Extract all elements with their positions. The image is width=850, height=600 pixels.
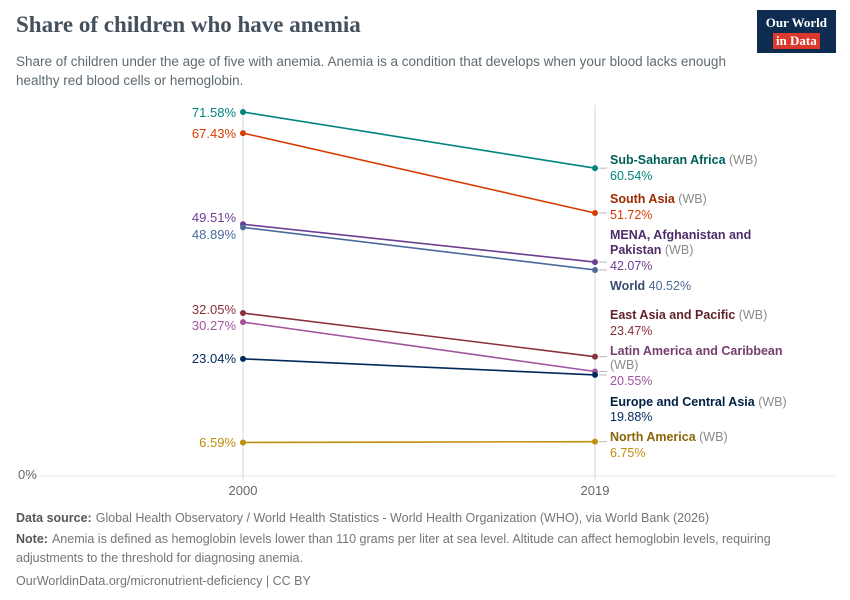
- x-axis-tick-label: 2019: [580, 483, 610, 498]
- series-start-dot[interactable]: [240, 439, 246, 446]
- series-start-value-label: 71.58%: [191, 104, 236, 120]
- y-axis-zero-label: 0%: [18, 467, 37, 482]
- series-name-suffix: (WB): [610, 358, 639, 373]
- series-name: Sub-Saharan Africa: [610, 153, 726, 168]
- series-start-value-label: 67.43%: [191, 125, 236, 141]
- series-end-value-label: 20.55%: [610, 374, 653, 389]
- series-line[interactable]: [242, 358, 596, 376]
- series-start-value-label: 6.59%: [199, 434, 236, 450]
- series-name: East Asia and Pacific: [610, 308, 736, 323]
- note-label: Note:: [16, 531, 48, 546]
- series-end-dot[interactable]: [592, 165, 598, 172]
- series-end-value-label: 6.75%: [610, 446, 646, 461]
- series-end-value-label: 40.52%: [645, 279, 692, 294]
- slope-chart: [35, 105, 835, 479]
- data-source-line: Data source: Global Health Observatory / …: [16, 509, 834, 528]
- series-legend-label[interactable]: East Asia and Pacific (WB) 23.47%: [610, 308, 806, 338]
- chart-subtitle: Share of children under the age of five …: [16, 54, 726, 88]
- owid-logo-line2: in Data: [772, 32, 820, 50]
- series-start-value-label: 23.04%: [191, 351, 236, 367]
- series-legend-label[interactable]: Sub-Saharan Africa (WB) 60.54%: [610, 153, 806, 183]
- series-end-value-label: 42.07%: [610, 258, 653, 273]
- series-legend-label[interactable]: North America (WB) 6.75%: [610, 430, 806, 460]
- series-start-dot[interactable]: [240, 319, 246, 326]
- data-source-label: Data source:: [16, 511, 92, 525]
- series-name: MENA, Afghanistan and Pakistan: [610, 228, 752, 258]
- series-line[interactable]: [242, 132, 596, 214]
- series-legend-label[interactable]: Latin America and Caribbean (WB) 20.55%: [610, 344, 806, 389]
- series-name-suffix: (WB): [754, 394, 787, 409]
- series-start-value-label: 49.51%: [191, 210, 236, 226]
- series-end-dot[interactable]: [592, 266, 598, 273]
- series-end-dot[interactable]: [592, 353, 598, 360]
- series-line[interactable]: [242, 321, 596, 373]
- series-name-suffix: (WB): [725, 153, 758, 168]
- series-end-value-label: 19.88%: [610, 410, 653, 425]
- series-end-value-label: 51.72%: [610, 208, 653, 223]
- page-title: Share of children who have anemia: [16, 12, 361, 37]
- note-text: Anemia is defined as hemoglobin levels l…: [16, 531, 771, 565]
- chart-footer: Data source: Global Health Observatory / …: [16, 509, 834, 591]
- owid-logo-line1: Our World: [765, 15, 827, 30]
- series-name-suffix: (WB): [695, 430, 728, 445]
- footer-link[interactable]: OurWorldinData.org/micronutrient-deficie…: [16, 574, 311, 589]
- series-legend-label[interactable]: South Asia (WB) 51.72%: [610, 192, 806, 222]
- series-end-dot[interactable]: [592, 259, 598, 266]
- series-start-value-label: 30.27%: [191, 318, 236, 334]
- owid-logo[interactable]: Our World in Data: [756, 10, 836, 54]
- series-name: World: [610, 279, 646, 294]
- series-name: Latin America and Caribbean: [610, 343, 783, 358]
- series-line[interactable]: [242, 312, 596, 358]
- series-name: Europe and Central Asia: [610, 394, 755, 409]
- series-start-dot[interactable]: [240, 130, 246, 137]
- series-end-value-label: 60.54%: [610, 168, 653, 183]
- series-name: South Asia: [610, 192, 675, 207]
- data-source-text: Global Health Observatory / World Health…: [95, 511, 710, 525]
- series-start-dot[interactable]: [240, 224, 246, 231]
- series-end-dot[interactable]: [592, 438, 598, 445]
- series-start-dot[interactable]: [240, 109, 246, 116]
- series-name-suffix: (WB): [735, 308, 768, 323]
- series-legend-label[interactable]: World 40.52%: [610, 279, 806, 294]
- series-name-suffix: (WB): [661, 243, 694, 258]
- series-start-dot[interactable]: [240, 355, 246, 362]
- series-start-value-label: 48.89%: [191, 226, 236, 242]
- series-line[interactable]: [242, 223, 596, 263]
- note-line: Note: Anemia is defined as hemoglobin lev…: [16, 530, 834, 568]
- series-start-value-label: 32.05%: [191, 301, 236, 317]
- series-line[interactable]: [242, 111, 596, 169]
- series-end-value-label: 23.47%: [610, 323, 653, 338]
- series-start-dot[interactable]: [240, 310, 246, 317]
- series-name-suffix: (WB): [674, 192, 707, 207]
- series-line[interactable]: [242, 440, 596, 444]
- series-line[interactable]: [242, 226, 596, 271]
- series-end-dot[interactable]: [592, 371, 598, 378]
- series-name: North America: [610, 430, 696, 445]
- series-end-dot[interactable]: [592, 210, 598, 217]
- series-legend-label[interactable]: Europe and Central Asia (WB) 19.88%: [610, 395, 806, 425]
- series-legend-label[interactable]: MENA, Afghanistan and Pakistan (WB) 42.07…: [610, 228, 806, 273]
- x-axis-tick-label: 2000: [228, 483, 258, 498]
